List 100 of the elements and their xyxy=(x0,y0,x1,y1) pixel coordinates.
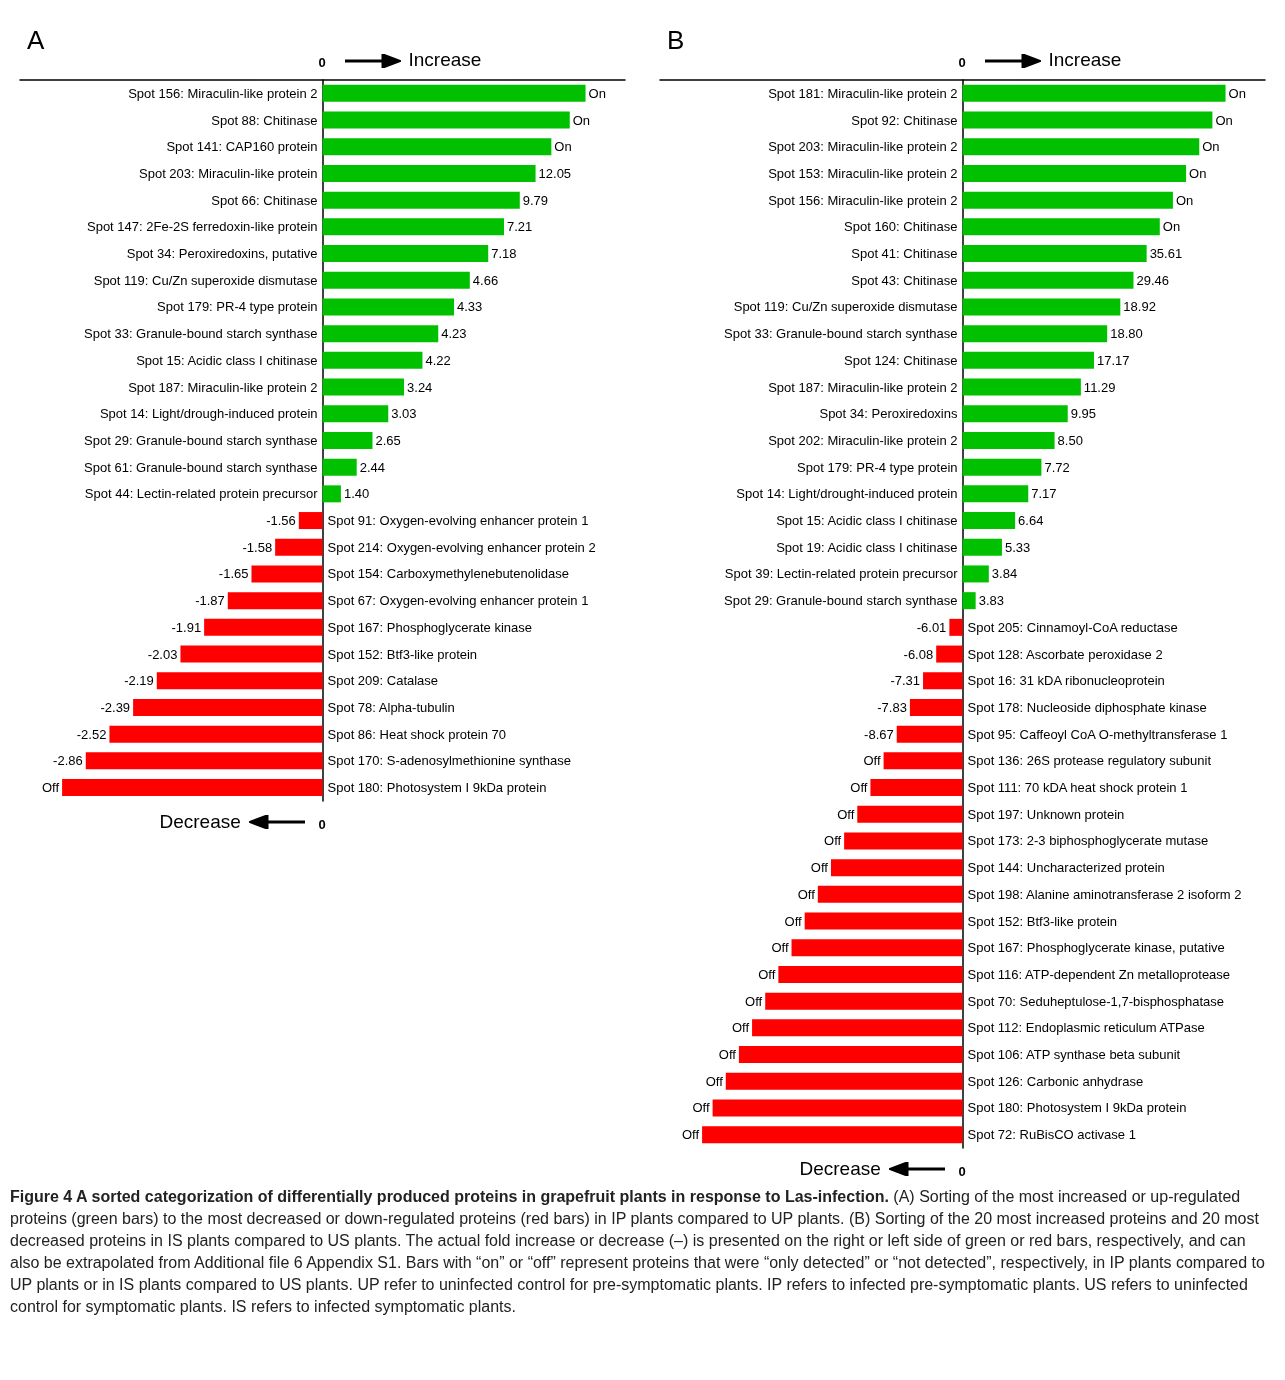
annotation: -2.52 xyxy=(76,726,107,742)
bar xyxy=(962,378,1081,396)
bar xyxy=(725,1072,963,1090)
bar xyxy=(778,965,963,983)
bar xyxy=(712,1099,963,1117)
annotation: On xyxy=(1215,112,1233,128)
annotation: 3.84 xyxy=(991,566,1018,582)
bar xyxy=(962,325,1108,343)
annotation: Off xyxy=(771,940,789,956)
annotation: On xyxy=(1175,192,1194,208)
y-tick-label: Spot 66: Chitinase xyxy=(211,192,318,208)
text: Decrease xyxy=(799,1158,881,1180)
y-tick-label: Spot 41: Chitinase xyxy=(851,246,958,262)
bar xyxy=(322,351,423,369)
y-tick-label: Spot 167: Phosphoglycerate kinase, putative xyxy=(967,940,1225,956)
bar xyxy=(962,351,1095,369)
bar xyxy=(962,191,1173,209)
bar xyxy=(85,752,323,770)
y-tick-label: Spot 70: Seduheptulose-1,7-bisphosphatase xyxy=(967,993,1225,1009)
annotation: On xyxy=(588,85,606,101)
y-tick-label: Spot 61: Granule-bound starch synthase xyxy=(84,459,318,475)
y-tick-label: Spot 86: Heat shock protein 70 xyxy=(327,726,507,742)
bar xyxy=(322,298,455,316)
annotation: -2.39 xyxy=(100,699,131,715)
annotation: Off xyxy=(692,1100,710,1116)
bar xyxy=(702,1126,963,1144)
text: Increase xyxy=(1048,49,1122,71)
y-tick-label: Spot 44: Lectin-related protein precursor xyxy=(84,486,319,502)
bar xyxy=(949,618,963,636)
bar xyxy=(817,885,963,903)
bar xyxy=(962,164,1187,182)
y-tick-label: Spot 209: Catalase xyxy=(327,673,439,689)
annotation: -8.67 xyxy=(864,726,894,742)
bar xyxy=(322,485,341,503)
bar xyxy=(738,1046,963,1064)
text: Increase xyxy=(408,49,482,71)
y-tick-label: Spot 214: Oxygen-evolving enhancer protein 2 xyxy=(327,539,596,555)
y-tick-label: Spot 203: Miraculin-like protein 2 xyxy=(768,139,958,155)
annotation: 6.64 xyxy=(1018,513,1044,529)
bar xyxy=(227,592,323,610)
bar xyxy=(883,752,963,770)
y-tick-label: Spot 29: Granule-bound starch synthase xyxy=(724,593,958,609)
y-tick-label: Spot 92: Chitinase xyxy=(851,112,958,128)
annotation: Off xyxy=(863,753,881,769)
chart-title: A xyxy=(27,25,45,55)
y-tick-label: Spot 78: Alpha-tubulin xyxy=(327,699,455,715)
y-tick-label: Spot 180: Photosystem I 9kDa protein xyxy=(327,780,547,796)
y-tick-label: Spot 178: Nucleoside diphosphate kinase xyxy=(967,699,1207,715)
y-tick-label: Spot 180: Photosystem I 9kDa protein xyxy=(967,1100,1187,1116)
annotation: -7.31 xyxy=(890,673,921,689)
bar xyxy=(962,565,989,583)
annotation: Off xyxy=(731,1020,750,1036)
annotation: Off xyxy=(850,780,868,796)
y-tick-label: Spot 160: Chitinase xyxy=(844,219,958,235)
annotation: On xyxy=(572,112,591,128)
y-tick-label: Spot 33: Granule-bound starch synthase xyxy=(84,326,318,342)
y-tick-label: Spot 72: RuBisCO activase 1 xyxy=(967,1127,1136,1143)
bar xyxy=(870,779,963,797)
annotation: Off xyxy=(837,806,855,822)
bar xyxy=(857,805,963,823)
bar xyxy=(962,245,1147,263)
y-tick-label: Spot 19: Acidic class I chitinase xyxy=(776,539,958,555)
annotation: -1.91 xyxy=(171,619,202,635)
bar xyxy=(962,538,1002,556)
annotation: On xyxy=(1228,85,1246,101)
bar xyxy=(322,138,552,156)
y-tick-label: Spot 167: Phosphoglycerate kinase xyxy=(327,619,533,635)
y-tick-label: Spot 91: Oxygen-evolving enhancer protein 1 xyxy=(327,513,589,529)
chart-title: B xyxy=(667,25,685,55)
annotation: Off xyxy=(41,780,60,796)
bar xyxy=(298,512,323,530)
y-tick-label: Spot 156: Miraculin-like protein 2 xyxy=(128,85,318,101)
y-tick-label: Spot 16: 31 kDA ribonucleoprotein xyxy=(967,673,1165,689)
annotation: Off xyxy=(758,966,776,982)
bar xyxy=(322,84,586,102)
bar xyxy=(962,592,976,610)
y-tick-label: Spot 33: Granule-bound starch synthase xyxy=(724,326,958,342)
bar xyxy=(322,458,357,476)
annotation: -6.01 xyxy=(916,619,947,635)
annotation: -2.03 xyxy=(147,646,178,662)
y-tick-label: Spot 156: Miraculin-like protein 2 xyxy=(768,192,958,208)
bar xyxy=(62,779,323,797)
y-tick-label: Spot 144: Uncharacterized protein xyxy=(967,860,1165,876)
y-tick-label: Spot 119: Cu/Zn superoxide dismutase xyxy=(93,272,318,288)
bar xyxy=(156,672,323,690)
y-tick-label: Spot 147: 2Fe-2S ferredoxin-like protein xyxy=(86,219,318,235)
annotation: 7.17 xyxy=(1031,486,1057,502)
bar xyxy=(322,191,520,209)
y-tick-label: Spot 152: Btf3-like protein xyxy=(967,913,1118,929)
annotation: -2.86 xyxy=(53,753,83,769)
bar xyxy=(830,859,963,877)
y-tick-label: Spot 205: Cinnamoyl-CoA reductase xyxy=(967,619,1178,635)
text: 0 xyxy=(958,54,966,72)
bar xyxy=(962,271,1134,289)
bar xyxy=(923,672,963,690)
y-tick-label: Spot 95: Caffeoyl CoA O-methyltransferase 1 xyxy=(967,726,1228,742)
bar xyxy=(962,512,1016,530)
annotation: On xyxy=(1189,165,1207,181)
y-tick-label: Spot 154: Carboxymethylenebutenolidase xyxy=(327,566,569,582)
bar xyxy=(962,138,1200,156)
